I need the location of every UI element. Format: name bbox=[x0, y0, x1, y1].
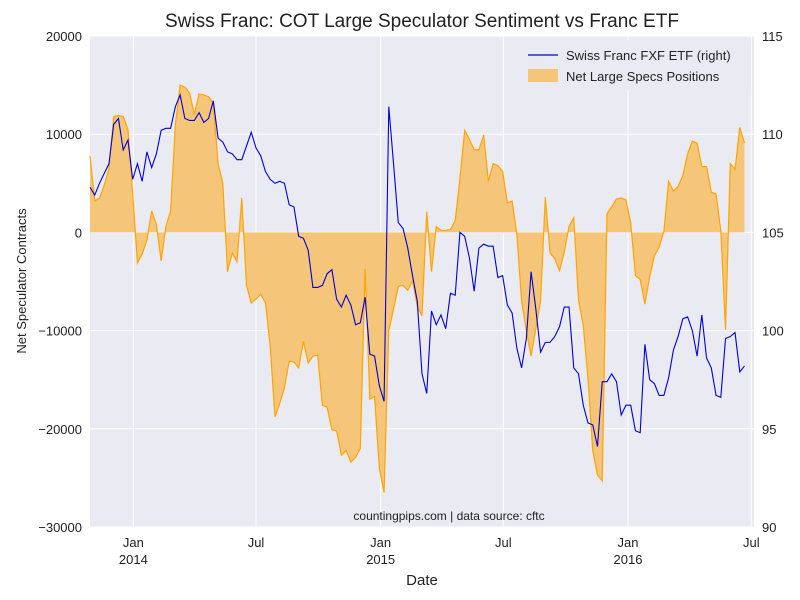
y-right-tick-label: 115 bbox=[762, 29, 783, 44]
y-right-tick-label: 95 bbox=[762, 422, 776, 437]
y-right-tick-label: 105 bbox=[762, 225, 784, 240]
x-tick-label: Jan bbox=[617, 535, 638, 550]
etf-line bbox=[89, 93, 745, 447]
positions-area bbox=[90, 85, 745, 493]
y-right-tick-label: 100 bbox=[762, 324, 784, 339]
x-tick-year-label: 2015 bbox=[366, 552, 395, 567]
y-axis-label: Net Speculator Contracts bbox=[14, 208, 29, 354]
y-left-tick-label: 20000 bbox=[46, 29, 82, 44]
x-tick-label: Jul bbox=[248, 535, 265, 550]
legend-swatch-positions bbox=[528, 69, 558, 82]
x-tick-year-label: 2016 bbox=[614, 552, 643, 567]
y-left-tick-label: −30000 bbox=[38, 520, 82, 535]
legend-label-positions: Net Large Specs Positions bbox=[566, 69, 720, 84]
y-right-tick-label: 110 bbox=[762, 127, 783, 142]
source-annotation: countingpips.com | data source: cftc bbox=[353, 509, 544, 523]
x-tick-year-label: 2014 bbox=[119, 552, 148, 567]
x-tick-label: Jan bbox=[370, 535, 391, 550]
y-left-tick-label: −20000 bbox=[38, 422, 82, 437]
y-left-tick-label: 0 bbox=[75, 225, 82, 240]
x-tick-label: Jan bbox=[123, 535, 144, 550]
y-right-tick-label: 90 bbox=[762, 520, 776, 535]
chart-title: Swiss Franc: COT Large Speculator Sentim… bbox=[165, 11, 679, 32]
x-tick-label: Jul bbox=[495, 535, 512, 550]
x-axis-label: Date bbox=[406, 572, 438, 589]
legend-label-etf: Swiss Franc FXF ETF (right) bbox=[566, 48, 731, 63]
legend: Swiss Franc FXF ETF (right) Net Large Sp… bbox=[515, 40, 751, 90]
x-axis-ticks: Jan 2014 Jul Jan 2015 Jul Jan 2016 Jul bbox=[119, 535, 760, 567]
left-axis-ticks: 20000 10000 0 −10000 −20000 −30000 bbox=[38, 29, 82, 535]
right-axis-ticks: 115 110 105 100 95 90 bbox=[762, 29, 784, 535]
x-tick-label: Jul bbox=[743, 535, 760, 550]
etf-line-layer bbox=[89, 93, 745, 447]
y-left-tick-label: 10000 bbox=[46, 127, 82, 142]
y-left-tick-label: −10000 bbox=[38, 324, 82, 339]
